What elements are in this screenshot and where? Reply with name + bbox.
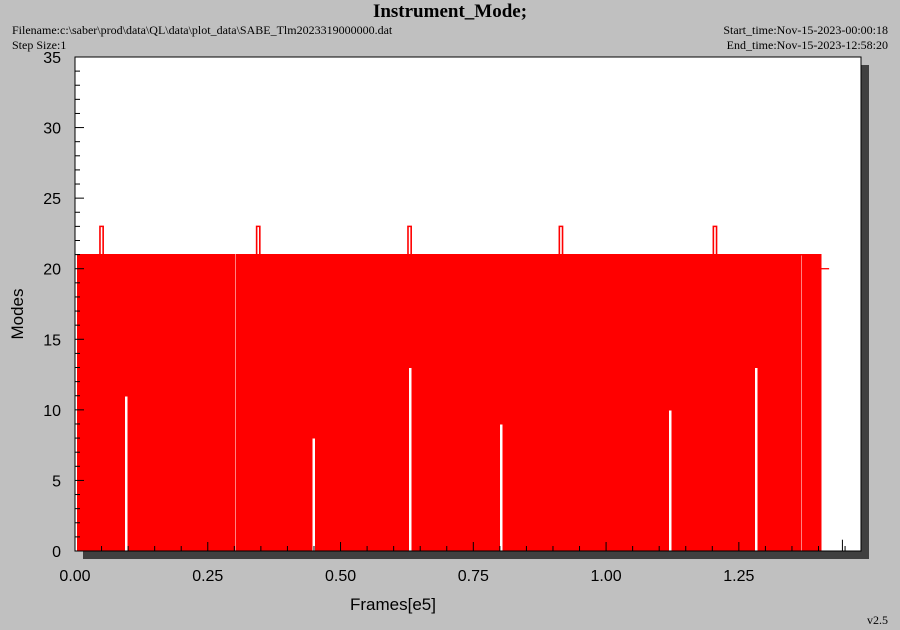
chart-title: Instrument_Mode;	[372, 1, 528, 22]
series-spike-4	[712, 225, 718, 255]
y-tick-label: 25	[43, 191, 61, 208]
y-axis-label: Modes	[8, 288, 27, 339]
y-tick-label: 15	[43, 332, 61, 349]
y-tick-label: 5	[52, 473, 61, 490]
y-tick-label: 30	[43, 121, 61, 138]
filename-label: Filename:c:\saber\prod\data\QL\data\plot…	[12, 23, 393, 37]
y-tick-label: 35	[43, 50, 61, 67]
x-tick-label: 0.25	[192, 568, 223, 585]
series-spike-0	[99, 225, 104, 255]
step-size-label: Step Size:1	[12, 38, 67, 52]
series-spike-2	[407, 225, 412, 255]
x-tick-label: 1.25	[723, 568, 754, 585]
y-tick-label: 20	[43, 262, 61, 279]
x-axis-label: Frames[e5]	[350, 595, 436, 614]
y-tick-label: 0	[52, 544, 61, 561]
x-tick-label: 1.00	[591, 568, 622, 585]
start-time-label: Start_time:Nov-15-2023-00:00:18	[723, 23, 888, 37]
end-time-label: End_time:Nov-15-2023-12:58:20	[726, 38, 888, 52]
x-tick-label: 0.50	[325, 568, 356, 585]
series-line	[77, 253, 822, 552]
series-layer	[77, 225, 843, 552]
x-tick-label: 0.75	[458, 568, 489, 585]
axes-layer: 0 5 10 15 20 25 30 35 0.00 0.25 0.50 0.75 1.00 1.25	[43, 50, 861, 585]
series-spike-3	[558, 225, 564, 255]
version-label: v2.5	[867, 613, 888, 627]
x-tick-label: 0.00	[59, 568, 90, 585]
series-spike-1	[255, 225, 261, 255]
y-tick-label: 10	[43, 403, 61, 420]
